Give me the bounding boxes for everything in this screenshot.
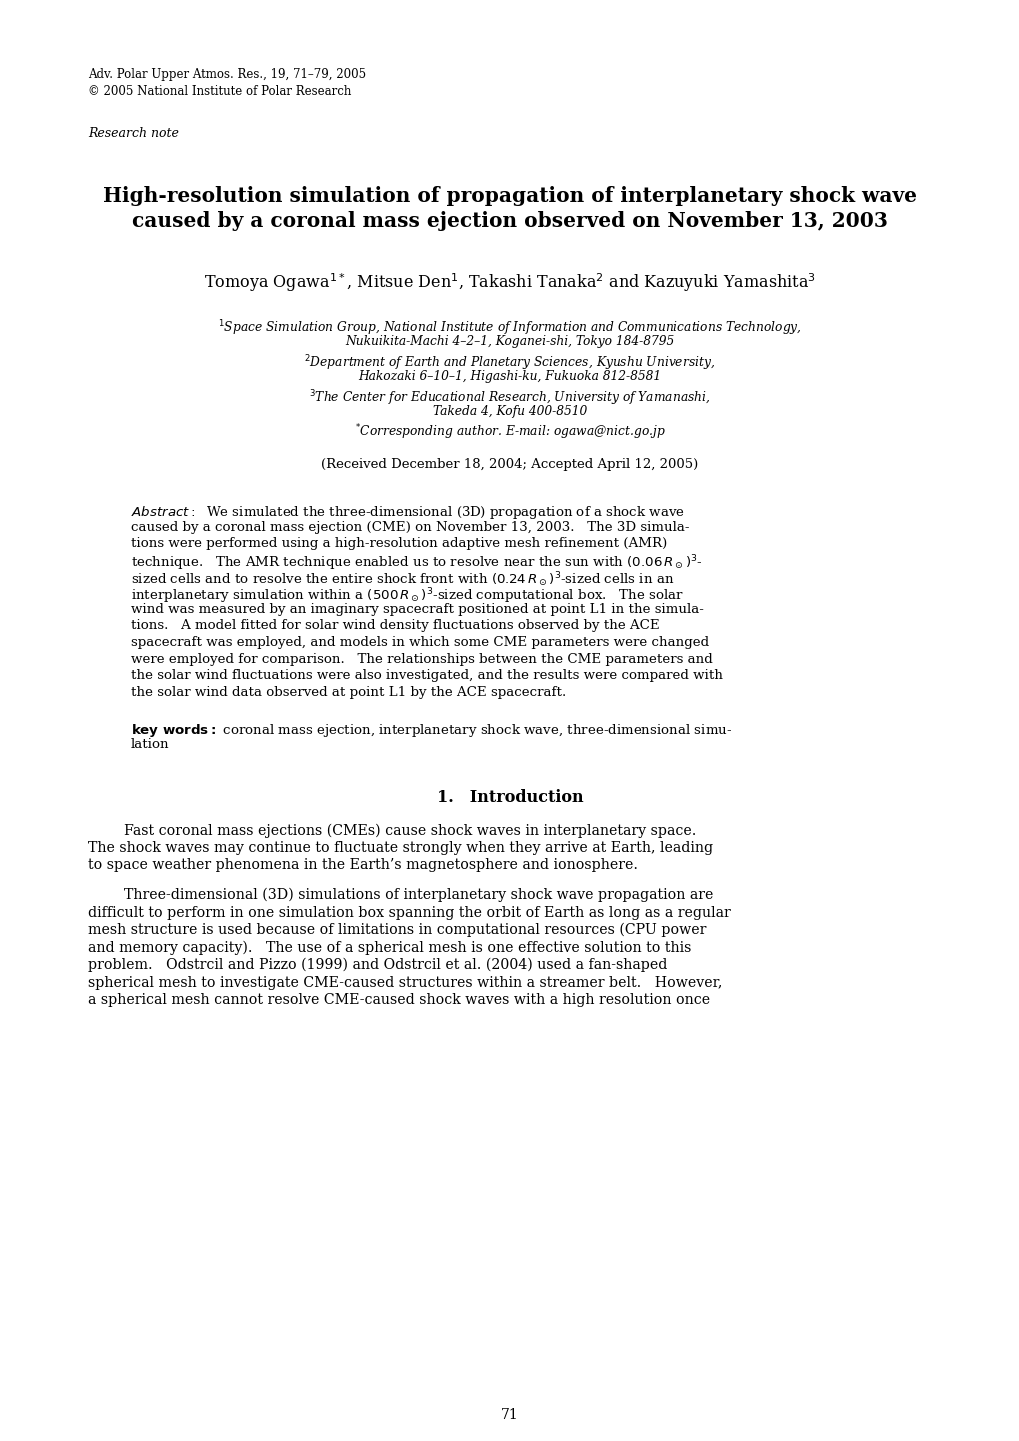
Text: spherical mesh to investigate CME-caused structures within a streamer belt.   Ho: spherical mesh to investigate CME-caused… [88,976,721,990]
Text: spacecraft was employed, and models in which some CME parameters were changed: spacecraft was employed, and models in w… [130,635,708,648]
Text: Nukuikita-Machi 4–2–1, Koganei-shi, Tokyo 184-8795: Nukuikita-Machi 4–2–1, Koganei-shi, Toky… [345,334,674,347]
Text: High-resolution simulation of propagation of interplanetary shock wave: High-resolution simulation of propagatio… [103,186,916,206]
Text: Takeda 4, Kofu 400-8510: Takeda 4, Kofu 400-8510 [432,405,587,418]
Text: caused by a coronal mass ejection observed on November 13, 2003: caused by a coronal mass ejection observ… [131,210,888,231]
Text: 71: 71 [500,1408,519,1422]
Text: sized cells and to resolve the entire shock front with $(0.24\,R_\odot)^3$-sized: sized cells and to resolve the entire sh… [130,571,674,589]
Text: $^{*}$Corresponding author. E-mail: ogawa@nict.go.jp: $^{*}$Corresponding author. E-mail: ogaw… [355,422,664,441]
Text: $\mathit{Abstract:}$  We simulated the three-dimensional (3D) propagation of a s: $\mathit{Abstract:}$ We simulated the th… [130,504,684,522]
Text: Hakozaki 6–10–1, Higashi-ku, Fukuoka 812-8581: Hakozaki 6–10–1, Higashi-ku, Fukuoka 812… [358,370,661,383]
Text: and memory capacity).   The use of a spherical mesh is one effective solution to: and memory capacity). The use of a spher… [88,941,691,955]
Text: lation: lation [130,738,169,752]
Text: $\mathbf{key\ words:}$ coronal mass ejection, interplanetary shock wave, three-d: $\mathbf{key\ words:}$ coronal mass ejec… [130,722,732,739]
Text: Tomoya Ogawa$^{1*}$, Mitsue Den$^{1}$, Takashi Tanaka$^{2}$ and Kazuyuki Yamashi: Tomoya Ogawa$^{1*}$, Mitsue Den$^{1}$, T… [204,271,815,294]
Text: The shock waves may continue to fluctuate strongly when they arrive at Earth, le: The shock waves may continue to fluctuat… [88,842,712,855]
Text: Research note: Research note [88,127,178,140]
Text: a spherical mesh cannot resolve CME-caused shock waves with a high resolution on: a spherical mesh cannot resolve CME-caus… [88,993,709,1007]
Text: 1. Introduction: 1. Introduction [436,788,583,806]
Text: Fast coronal mass ejections (CMEs) cause shock waves in interplanetary space.: Fast coronal mass ejections (CMEs) cause… [88,823,695,837]
Text: technique.   The AMR technique enabled us to resolve near the sun with $(0.06\,R: technique. The AMR technique enabled us … [130,553,701,574]
Text: (Received December 18, 2004; Accepted April 12, 2005): (Received December 18, 2004; Accepted Ap… [321,458,698,471]
Text: the solar wind fluctuations were also investigated, and the results were compare: the solar wind fluctuations were also in… [130,669,721,682]
Text: Three-dimensional (3D) simulations of interplanetary shock wave propagation are: Three-dimensional (3D) simulations of in… [88,888,712,902]
Text: mesh structure is used because of limitations in computational resources (CPU po: mesh structure is used because of limita… [88,924,705,938]
Text: the solar wind data observed at point L1 by the ACE spacecraft.: the solar wind data observed at point L1… [130,686,566,699]
Text: $^{1}$Space Simulation Group, National Institute of Information and Communicatio: $^{1}$Space Simulation Group, National I… [218,318,801,337]
Text: difficult to perform in one simulation box spanning the orbit of Earth as long a: difficult to perform in one simulation b… [88,905,730,919]
Text: wind was measured by an imaginary spacecraft positioned at point L1 in the simul: wind was measured by an imaginary spacec… [130,602,703,615]
Text: $^{3}$The Center for Educational Research, University of Yamanashi,: $^{3}$The Center for Educational Researc… [309,388,710,408]
Text: to space weather phenomena in the Earth’s magnetosphere and ionosphere.: to space weather phenomena in the Earth’… [88,859,637,872]
Text: tions.   A model fitted for solar wind density fluctuations observed by the ACE: tions. A model fitted for solar wind den… [130,620,658,633]
Text: caused by a coronal mass ejection (CME) on November 13, 2003.   The 3D simula-: caused by a coronal mass ejection (CME) … [130,520,689,533]
Text: tions were performed using a high-resolution adaptive mesh refinement (AMR): tions were performed using a high-resolu… [130,537,666,550]
Text: were employed for comparison.   The relationships between the CME parameters and: were employed for comparison. The relati… [130,653,711,666]
Text: Adv. Polar Upper Atmos. Res., 19, 71–79, 2005: Adv. Polar Upper Atmos. Res., 19, 71–79,… [88,68,366,81]
Text: problem.   Odstrcil and Pizzo (1999) and Odstrcil et al. (2004) used a fan-shape: problem. Odstrcil and Pizzo (1999) and O… [88,958,666,973]
Text: © 2005 National Institute of Polar Research: © 2005 National Institute of Polar Resea… [88,85,351,98]
Text: interplanetary simulation within a $(500\,R_\odot)^3$-sized computational box.  : interplanetary simulation within a $(500… [130,586,683,607]
Text: $^{2}$Department of Earth and Planetary Sciences, Kyushu University,: $^{2}$Department of Earth and Planetary … [304,353,715,373]
